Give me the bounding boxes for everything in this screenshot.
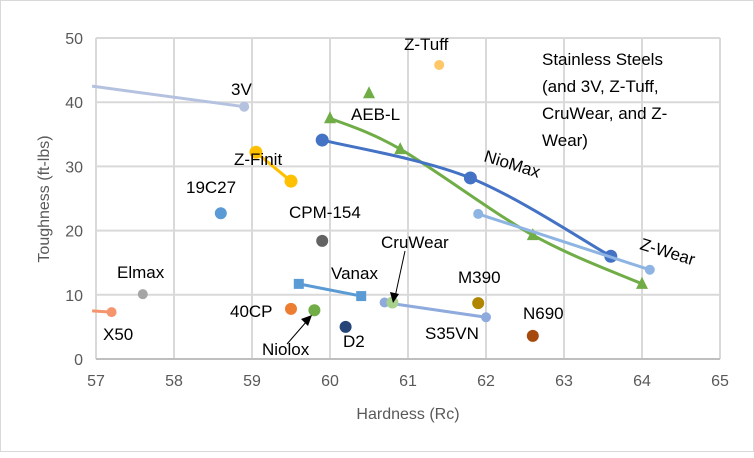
label-cruwear: CruWear xyxy=(381,233,449,252)
label-s35vn: S35VN xyxy=(425,324,479,343)
point-elmax xyxy=(137,289,148,300)
x-tick-label: 59 xyxy=(243,373,261,390)
label-vanax: Vanax xyxy=(331,264,378,283)
point-x50 xyxy=(106,307,117,318)
x-tick-label: 62 xyxy=(477,373,495,390)
point-z-finit xyxy=(249,145,263,159)
x-tick-label: 65 xyxy=(711,373,729,390)
point-niolox xyxy=(308,304,321,317)
label-niolox: Niolox xyxy=(262,340,310,359)
point-z-wear xyxy=(473,208,484,219)
y-tick-label: 20 xyxy=(65,224,83,241)
series-line-s35vn xyxy=(384,301,487,319)
point-aeb-l-single xyxy=(363,86,375,99)
series-line-aeb-l xyxy=(329,116,643,286)
series-line-3v xyxy=(91,84,245,109)
x-tick-label: 61 xyxy=(399,373,417,390)
point-aeb-l xyxy=(324,111,336,124)
point-d2 xyxy=(339,320,352,333)
series-line-z-wear xyxy=(477,212,651,272)
label-d2: D2 xyxy=(343,332,365,351)
label-x50: X50 xyxy=(103,325,133,344)
x-axis-title: Hardness (Rc) xyxy=(356,406,459,423)
point-3v xyxy=(239,101,250,112)
point-n690 xyxy=(526,329,539,342)
point-s35vn xyxy=(481,312,491,323)
label-z-finit: Z-Finit xyxy=(234,150,282,169)
arrow-niolox xyxy=(286,320,308,345)
y-tick-label: 30 xyxy=(65,159,83,176)
label-elmax: Elmax xyxy=(117,263,165,282)
y-tick-label: 50 xyxy=(65,31,83,48)
x-tick-label: 63 xyxy=(555,373,573,390)
label-m390: M390 xyxy=(458,268,501,287)
point-niomax xyxy=(463,171,477,185)
series-line-niomax xyxy=(321,138,612,258)
arrowhead-niolox xyxy=(301,315,312,326)
arrow-cruwear xyxy=(394,250,406,298)
y-axis-title: Toughness (ft-lbs) xyxy=(36,135,53,262)
x-tick-label: 64 xyxy=(633,373,651,390)
point-19c27 xyxy=(214,207,227,220)
y-tick-label: 0 xyxy=(74,352,83,369)
label-40cp: 40CP xyxy=(230,302,273,321)
label-niomax: NioMax xyxy=(482,147,543,182)
point-z-finit xyxy=(284,174,298,188)
svg-text:Stainless Steels(and 3V, Z-Tuf: Stainless Steels (and 3V, Z-Tuff, CruWear,… xyxy=(542,50,667,150)
x-tick-label: 57 xyxy=(87,373,105,390)
point-40cp xyxy=(285,302,297,315)
label-3v: 3V xyxy=(231,80,252,99)
label-aeb-l: AEB-L xyxy=(351,105,400,124)
point-cpm-154 xyxy=(316,234,329,247)
x-tick-label: 60 xyxy=(321,373,339,390)
x-tick-label: 58 xyxy=(165,373,183,390)
point-aeb-l xyxy=(636,276,648,289)
label-n690: N690 xyxy=(523,304,564,323)
point-cruwear xyxy=(386,296,399,309)
label-z-wear: Z-Wear xyxy=(638,235,698,270)
point-z-tuff xyxy=(434,59,445,70)
y-tick-label: 10 xyxy=(65,288,83,305)
label-z-tuff: Z-Tuff xyxy=(404,35,449,54)
label-19c27: 19C27 xyxy=(186,178,236,197)
point-niomax xyxy=(315,133,329,147)
y-tick-label: 40 xyxy=(65,95,83,112)
point-z-wear xyxy=(644,264,655,275)
point-vanax xyxy=(356,291,367,302)
point-aeb-l xyxy=(394,142,407,155)
label-cpm-154: CPM-154 xyxy=(289,203,361,222)
arrowhead-cruwear xyxy=(390,292,399,303)
series-line-vanax xyxy=(298,282,362,298)
point-aeb-l xyxy=(526,228,539,241)
series-line-z-finit xyxy=(254,151,292,183)
annotation-stainless-steels: Stainless Steels (and 3V, Z-Tuff, CruWear,… xyxy=(542,50,667,150)
point-vanax xyxy=(293,278,304,289)
point-m390 xyxy=(472,297,485,310)
